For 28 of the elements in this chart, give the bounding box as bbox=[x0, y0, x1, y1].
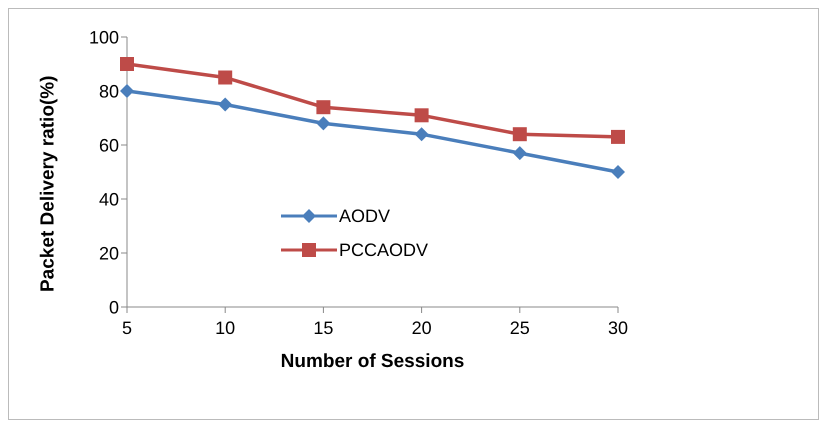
x-axis-title: Number of Sessions bbox=[280, 351, 464, 372]
y-tick-label: 0 bbox=[108, 297, 119, 318]
point bbox=[512, 146, 527, 160]
y-tick-label: 60 bbox=[98, 135, 119, 156]
legend-label: PCCAODV bbox=[339, 240, 428, 260]
x-tick-label: 10 bbox=[215, 318, 236, 338]
x-tick-label: 15 bbox=[313, 318, 334, 338]
x-tick-label: 30 bbox=[608, 318, 628, 338]
point bbox=[414, 108, 429, 122]
y-axis-title: Packet Delivery ratio(%) bbox=[38, 76, 59, 292]
point bbox=[120, 57, 134, 71]
y-tick-label: 20 bbox=[98, 243, 119, 264]
y-tick-label: 80 bbox=[98, 81, 119, 102]
point bbox=[218, 70, 232, 84]
legend-label: AODV bbox=[339, 206, 390, 226]
point bbox=[611, 130, 625, 144]
point bbox=[316, 116, 330, 130]
point bbox=[316, 100, 330, 114]
x-tick-label: 25 bbox=[510, 318, 530, 338]
x-tick-label: 20 bbox=[412, 318, 432, 338]
point bbox=[611, 165, 625, 179]
point bbox=[512, 127, 527, 142]
y-tick-label: 100 bbox=[88, 27, 119, 48]
y-tick-label: 40 bbox=[98, 189, 119, 210]
point bbox=[120, 84, 134, 98]
x-tick-label: 5 bbox=[122, 318, 132, 338]
point bbox=[218, 98, 232, 112]
point bbox=[414, 127, 429, 142]
